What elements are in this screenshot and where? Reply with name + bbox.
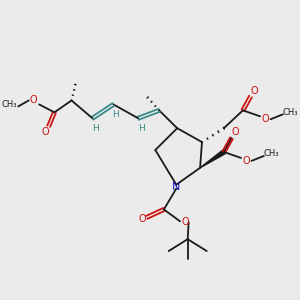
Text: O: O (30, 95, 37, 106)
Polygon shape (200, 150, 225, 168)
Text: O: O (250, 85, 258, 96)
Text: O: O (138, 214, 146, 224)
Text: O: O (232, 127, 239, 137)
Text: CH₃: CH₃ (264, 149, 279, 158)
Text: O: O (41, 127, 49, 137)
Text: CH₃: CH₃ (283, 108, 298, 117)
Text: CH₃: CH₃ (2, 100, 17, 109)
Text: O: O (262, 114, 270, 124)
Text: H: H (139, 124, 145, 133)
Text: O: O (181, 217, 189, 227)
Text: H: H (92, 124, 99, 133)
Text: N: N (172, 182, 181, 192)
Text: O: O (243, 156, 250, 166)
Text: H: H (112, 110, 119, 119)
